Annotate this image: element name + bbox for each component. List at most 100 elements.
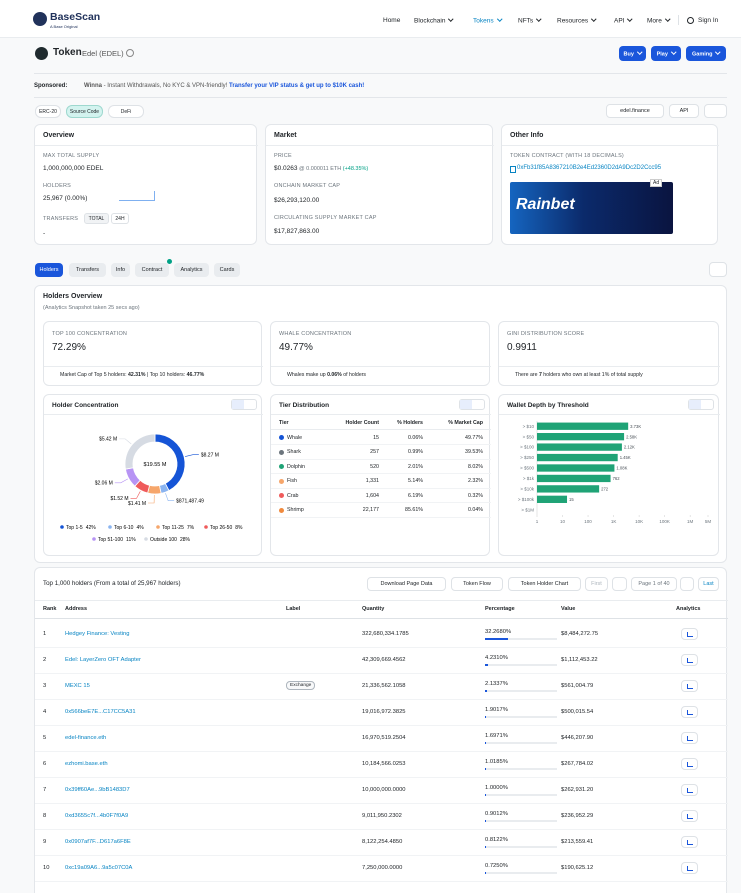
view-toggle[interactable] — [459, 399, 485, 410]
header-button[interactable]: Play — [651, 46, 681, 61]
analytics-button[interactable] — [681, 628, 698, 640]
page-next[interactable] — [680, 577, 694, 591]
analytics-button[interactable] — [681, 862, 698, 874]
header-button[interactable]: Buy — [619, 46, 646, 61]
stat-note: Market Cap of Top 5 holders: 42.31% | To… — [60, 372, 204, 378]
holder-address[interactable]: edel-finance.eth — [65, 735, 107, 741]
table-cell: 2.32% — [467, 478, 483, 484]
analytics-button[interactable] — [681, 836, 698, 848]
sponsored-link[interactable]: Transfer your VIP status & get up to $10… — [229, 83, 365, 89]
percentage-bar — [485, 846, 486, 848]
sign-in[interactable]: Sign In — [698, 17, 719, 24]
table-cell: 257 — [370, 449, 379, 455]
ad-badge: Ad — [650, 179, 663, 187]
holder-address[interactable]: 0x39ff60Ae...9bB1483D7 — [65, 787, 130, 793]
analytics-icon — [686, 735, 693, 741]
view-toggle[interactable] — [688, 399, 714, 410]
analytics-button[interactable] — [681, 654, 698, 666]
nav-link[interactable]: API — [614, 17, 632, 25]
price: $0.0263 — [274, 165, 298, 172]
x-tick-label: 10 — [560, 519, 566, 524]
nav-link[interactable]: Tokens — [473, 17, 501, 25]
y-tick-label: > $10 — [523, 424, 535, 429]
row-divider — [35, 881, 728, 882]
page-last[interactable]: Last — [698, 577, 719, 591]
holder-address[interactable]: 0x0907af7F...D617a6F8E — [65, 839, 131, 845]
table-button[interactable]: Download Page Data — [367, 577, 446, 591]
menu-button[interactable] — [704, 104, 727, 118]
table-button[interactable]: Token Holder Chart — [508, 577, 581, 591]
analytics-button[interactable] — [681, 784, 698, 796]
nav-link[interactable]: NFTs — [518, 17, 541, 25]
legend-label: Top 11-25 — [162, 525, 184, 531]
transfer-tab[interactable]: 24H — [111, 213, 129, 224]
stat-card: TOP 100 CONCENTRATION 72.29% Market Cap of… — [43, 321, 263, 386]
table-button[interactable]: Token Flow — [451, 577, 503, 591]
nav-link[interactable]: Home — [383, 17, 401, 24]
holder-address[interactable]: MEXC 15 — [65, 683, 90, 689]
column-header: Value — [561, 606, 576, 612]
tab[interactable]: Transfers — [69, 263, 106, 277]
page-prev[interactable] — [612, 577, 627, 591]
tab[interactable]: Info — [111, 263, 130, 277]
bar-value-label: 1.45K — [620, 455, 631, 460]
holder-address[interactable]: 0xc19a09A6...9a5c07C0A — [65, 865, 133, 871]
y-tick-label: > $250 — [520, 455, 534, 460]
tag[interactable]: ERC-20 — [35, 105, 61, 118]
tier-icon — [279, 478, 284, 484]
divider — [34, 97, 727, 98]
analytics-button[interactable] — [681, 732, 698, 744]
site-label: edel.finance — [620, 108, 650, 114]
percentage-bar — [485, 716, 487, 718]
legend-entry: Outside 100 28% — [150, 537, 191, 543]
row-divider — [35, 725, 728, 726]
nav-link[interactable]: Resources — [557, 17, 596, 25]
nav-link[interactable]: Blockchain — [414, 17, 453, 25]
bar-value-label: 2.58K — [626, 434, 637, 439]
stat-value: 72.29% — [52, 342, 86, 353]
tab[interactable]: Holders — [35, 263, 63, 277]
analytics-button[interactable] — [681, 680, 698, 692]
legend-swatch — [92, 537, 96, 541]
holder-address[interactable]: 0x566beE7E...C17CC5A31 — [65, 709, 136, 715]
page-first[interactable]: First — [585, 577, 608, 591]
tag[interactable]: Source Code — [66, 105, 103, 118]
tab[interactable]: Analytics — [174, 263, 209, 277]
rank: 4 — [43, 709, 47, 715]
token-label: Token — [53, 47, 82, 58]
percentage: 1.0000% — [485, 785, 508, 791]
legend-swatch — [144, 537, 148, 541]
view-toggle[interactable] — [231, 399, 257, 410]
bar-value-label: 1.08K — [616, 466, 627, 471]
tag[interactable]: DeFi — [108, 105, 144, 118]
analytics-icon — [686, 761, 693, 767]
tab[interactable]: Contract — [135, 263, 169, 277]
ad-banner[interactable]: Rainbet — [510, 182, 673, 234]
y-tick-label: > $1M — [521, 507, 534, 512]
nav-link[interactable]: More — [647, 17, 669, 25]
analytics-button[interactable] — [681, 810, 698, 822]
search-button[interactable] — [709, 262, 727, 277]
card-divider — [271, 414, 491, 415]
holder-address[interactable]: Hedgey Finance: Vesting — [65, 631, 130, 637]
holders-sparkline — [119, 191, 155, 201]
contract-address[interactable]: 0xFb31f85A8367210B2e4Ed2360D2dA9Dc2D2Ccc… — [517, 165, 662, 171]
holder-value: $1,112,453.22 — [561, 657, 598, 663]
header-button[interactable]: Gaming — [686, 46, 726, 61]
row-divider — [271, 444, 491, 445]
table-divider — [271, 429, 491, 430]
holder-address[interactable]: Edel: LayerZero OFT Adapter — [65, 657, 141, 663]
holder-address[interactable]: ezhomi.base.eth — [65, 761, 108, 767]
table-cell: Shrimp — [287, 507, 304, 513]
price-eth: @ 0.000011 ETH — [297, 166, 342, 172]
holder-value: $446,207.90 — [561, 735, 594, 741]
chart-card: Wallet Depth by Threshold 1 10 100 1K 10K 100K… — [498, 394, 720, 556]
analytics-button[interactable] — [681, 706, 698, 718]
tag-label: DeFi — [120, 108, 132, 115]
analytics-button[interactable] — [681, 758, 698, 770]
site-button[interactable]: edel.finance — [606, 104, 664, 118]
tab[interactable]: Cards — [214, 263, 240, 277]
holder-address[interactable]: 0xd3655c7f...4b0F7f0A9 — [65, 813, 129, 819]
api-button[interactable]: API — [669, 104, 699, 118]
transfer-tab[interactable]: TOTAL — [84, 213, 109, 224]
